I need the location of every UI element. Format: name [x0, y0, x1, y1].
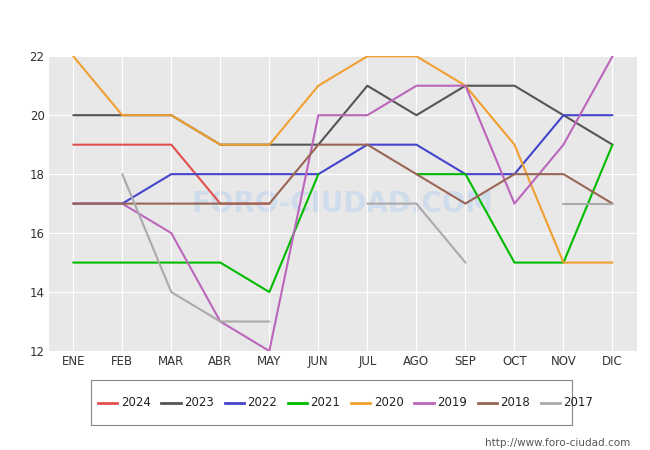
Text: 2018: 2018 — [500, 396, 530, 409]
Text: 2022: 2022 — [247, 396, 277, 409]
Text: 2024: 2024 — [121, 396, 151, 409]
Text: 2019: 2019 — [437, 396, 467, 409]
Text: http://www.foro-ciudad.com: http://www.foro-ciudad.com — [486, 438, 630, 448]
Text: 2020: 2020 — [374, 396, 404, 409]
Text: 2021: 2021 — [311, 396, 341, 409]
Text: 2017: 2017 — [564, 396, 593, 409]
Text: 2023: 2023 — [184, 396, 214, 409]
Text: Afiliados en Mediana de Voltoya a 31/5/2024: Afiliados en Mediana de Voltoya a 31/5/2… — [107, 12, 543, 31]
Text: FORO-CIUDAD.COM: FORO-CIUDAD.COM — [192, 189, 494, 218]
